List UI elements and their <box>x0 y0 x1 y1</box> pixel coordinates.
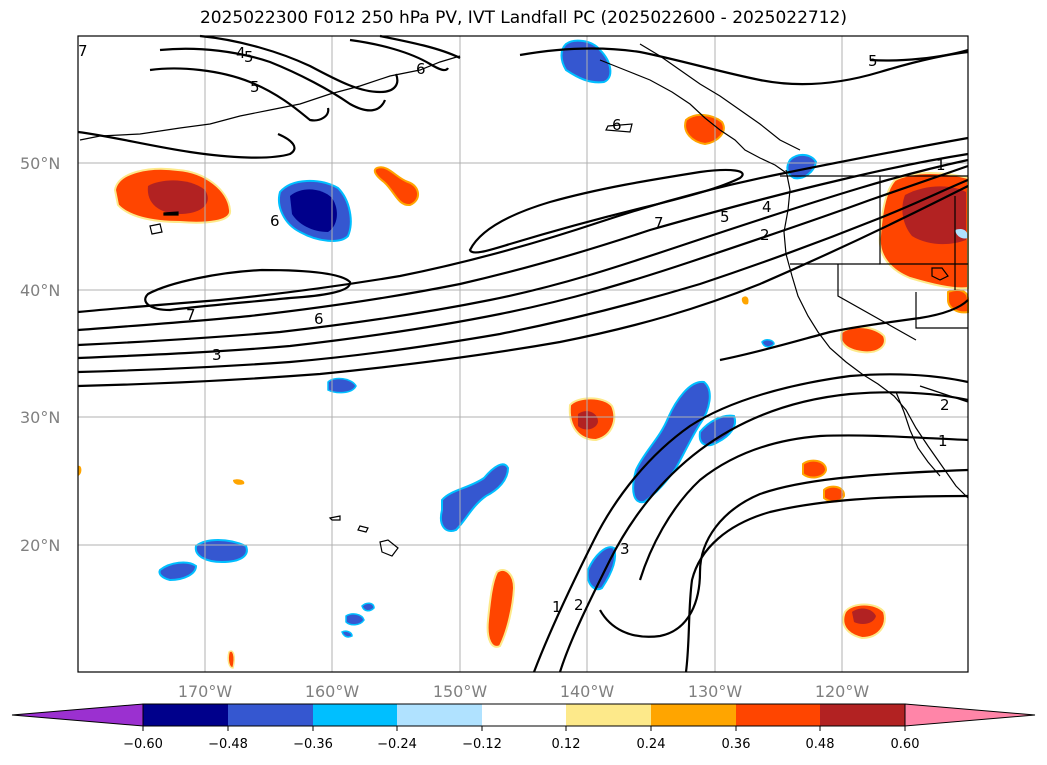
contour-label: 5 <box>720 208 730 226</box>
colorbar-segment <box>397 704 482 726</box>
contour-label: 2 <box>574 596 584 614</box>
lat-label: 50°N <box>20 154 60 173</box>
map-gridlines <box>78 36 968 672</box>
lon-label: 170°W <box>178 682 233 701</box>
lon-label: 130°W <box>688 682 743 701</box>
contour-label: 4 <box>762 198 772 216</box>
colorbar-tick-label: 0.36 <box>722 737 751 752</box>
contour-label: 1 <box>552 598 562 616</box>
contour-label: 5 <box>244 48 254 66</box>
contour-label: 6 <box>270 212 280 230</box>
colorbar-tick-label: 0.48 <box>806 737 835 752</box>
colorbar-segment <box>566 704 651 726</box>
contour-label: 4 <box>236 44 246 62</box>
contour-label: 3 <box>212 346 222 364</box>
colorbar-tick-label: −0.48 <box>208 737 248 752</box>
colorbar-extend-high <box>904 703 1036 727</box>
contour-label: 5 <box>868 52 878 70</box>
contour-label: 6 <box>612 116 622 134</box>
coastlines <box>79 43 969 557</box>
colorbar-tick-label: 0.60 <box>891 737 920 752</box>
contour-label: 6 <box>314 310 324 328</box>
contour-label: 6 <box>416 60 426 78</box>
lat-label: 20°N <box>20 536 60 555</box>
contour-label: 7 <box>654 214 664 232</box>
ivt-contours <box>77 34 969 673</box>
colorbar-segment <box>651 704 736 726</box>
map-title: 2025022300 F012 250 hPa PV, IVT Landfall… <box>199 8 847 28</box>
contour-label: 3 <box>620 540 630 558</box>
colorbar-segment <box>820 704 905 726</box>
colorbar: −0.60 −0.48 −0.36 −0.24 −0.12 0.12 0.24 … <box>11 703 1036 752</box>
contour-label: 2 <box>940 396 950 414</box>
contour-label: 7 <box>186 306 196 324</box>
colorbar-segment <box>228 704 313 726</box>
lon-label: 160°W <box>305 682 360 701</box>
colorbar-tick-label: 0.12 <box>552 737 581 752</box>
contour-label: 5 <box>250 78 260 96</box>
contour-label: 1 <box>938 432 948 450</box>
colorbar-extend-low <box>11 703 144 727</box>
lon-label: 120°W <box>815 682 870 701</box>
latitude-labels: 50°N 40°N 30°N 20°N <box>20 154 60 555</box>
contour-labels: 5 5 4 6 6 5 6 7 1 7 5 4 2 6 3 1 2 3 1 2 … <box>78 42 950 616</box>
colorbar-tick-label: −0.24 <box>377 737 417 752</box>
contour-label: 2 <box>760 226 770 244</box>
lat-label: 40°N <box>20 281 60 300</box>
colorbar-tick-label: −0.36 <box>293 737 333 752</box>
contour-label: 7 <box>78 42 88 60</box>
colorbar-tick-label: −0.60 <box>123 737 163 752</box>
contour-label: 1 <box>936 156 946 174</box>
colorbar-segment <box>482 704 566 726</box>
longitude-labels: 170°W 160°W 150°W 140°W 130°W 120°W <box>178 682 870 701</box>
lon-label: 140°W <box>560 682 615 701</box>
colorbar-tick-label: −0.12 <box>462 737 502 752</box>
colorbar-segment <box>143 704 228 726</box>
lat-label: 30°N <box>20 408 60 427</box>
colorbar-tick-label: 0.24 <box>637 737 666 752</box>
map-frame <box>77 35 969 673</box>
lon-label: 150°W <box>433 682 488 701</box>
colorbar-segment <box>736 704 820 726</box>
colorbar-segment <box>313 704 397 726</box>
